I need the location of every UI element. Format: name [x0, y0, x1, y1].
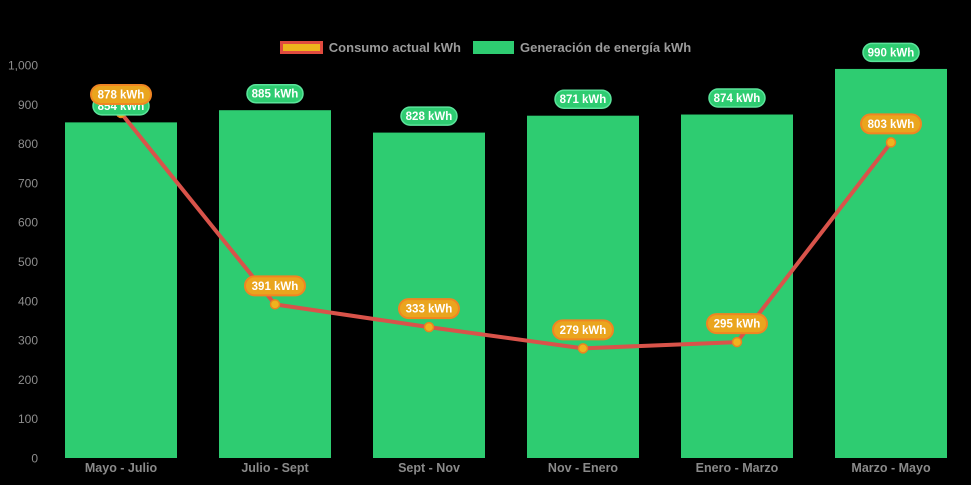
x-axis-label: Julio - Sept	[241, 461, 309, 475]
y-axis-tick: 0	[31, 452, 38, 466]
consumo-badge[interactable]: 295 kWh	[706, 313, 768, 335]
generacion-badge[interactable]: 871 kWh	[554, 89, 612, 109]
y-axis-tick: 500	[18, 255, 38, 269]
consumo-badge[interactable]: 878 kWh	[90, 83, 152, 105]
svg-text:279 kWh: 279 kWh	[560, 325, 607, 337]
bar-generacion[interactable]	[527, 115, 639, 459]
consumo-badge[interactable]: 279 kWh	[552, 319, 614, 341]
svg-text:990 kWh: 990 kWh	[868, 47, 915, 59]
svg-text:333 kWh: 333 kWh	[406, 304, 453, 316]
y-axis-tick: 600	[18, 216, 38, 230]
x-axis-label: Marzo - Mayo	[851, 461, 931, 475]
consumo-point[interactable]	[423, 321, 435, 333]
svg-text:871 kWh: 871 kWh	[560, 94, 607, 106]
bar-generacion[interactable]	[65, 122, 177, 459]
x-axis-label: Enero - Marzo	[696, 461, 779, 475]
generacion-swatch-icon	[472, 41, 514, 54]
legend-item-consumo[interactable]: Consumo actual kWh	[279, 40, 461, 55]
generacion-badge[interactable]: 990 kWh	[862, 42, 920, 63]
consumo-point[interactable]	[577, 343, 589, 354]
y-axis-tick: 300	[18, 334, 38, 348]
generacion-badge[interactable]: 885 kWh	[246, 83, 304, 104]
y-axis-tick: 1,000	[8, 59, 38, 73]
legend-label-consumo: Consumo actual kWh	[328, 40, 461, 55]
consumo-point[interactable]	[885, 137, 897, 148]
y-axis-tick: 700	[18, 176, 38, 190]
svg-text:874 kWh: 874 kWh	[714, 93, 761, 105]
x-axis-label: Mayo - Julio	[85, 461, 158, 475]
svg-text:828 kWh: 828 kWh	[406, 111, 453, 123]
x-axis-label: Nov - Enero	[548, 461, 619, 475]
bar-generacion[interactable]	[373, 132, 485, 458]
bar-generacion[interactable]	[681, 114, 793, 458]
generacion-badge[interactable]: 874 kWh	[708, 88, 766, 108]
y-axis-tick: 200	[18, 373, 38, 387]
legend-label-generacion: Generación de energía kWh	[519, 40, 692, 55]
consumo-badge[interactable]: 803 kWh	[860, 113, 922, 135]
consumo-swatch-icon	[279, 41, 323, 54]
consumo-line	[119, 110, 893, 351]
svg-text:878 kWh: 878 kWh	[98, 89, 145, 101]
x-axis-label: Sept - Nov	[398, 461, 460, 475]
generacion-badge[interactable]: 828 kWh	[400, 106, 458, 126]
svg-text:803 kWh: 803 kWh	[868, 119, 915, 131]
y-axis-tick: 100	[18, 412, 38, 426]
svg-text:885 kWh: 885 kWh	[252, 89, 299, 101]
consumo-point[interactable]	[269, 299, 281, 310]
y-axis-tick: 800	[18, 137, 38, 151]
consumo-badge[interactable]: 391 kWh	[244, 275, 306, 297]
consumo-badge[interactable]: 333 kWh	[398, 298, 460, 320]
y-axis-tick: 400	[18, 294, 38, 308]
chart-legend: Consumo actual kWh Generación de energía…	[0, 40, 971, 55]
consumo-point[interactable]	[731, 336, 743, 348]
svg-text:295 kWh: 295 kWh	[714, 319, 761, 331]
y-axis-tick: 900	[18, 98, 38, 112]
legend-item-generacion[interactable]: Generación de energía kWh	[472, 40, 692, 55]
svg-text:391 kWh: 391 kWh	[252, 281, 299, 293]
